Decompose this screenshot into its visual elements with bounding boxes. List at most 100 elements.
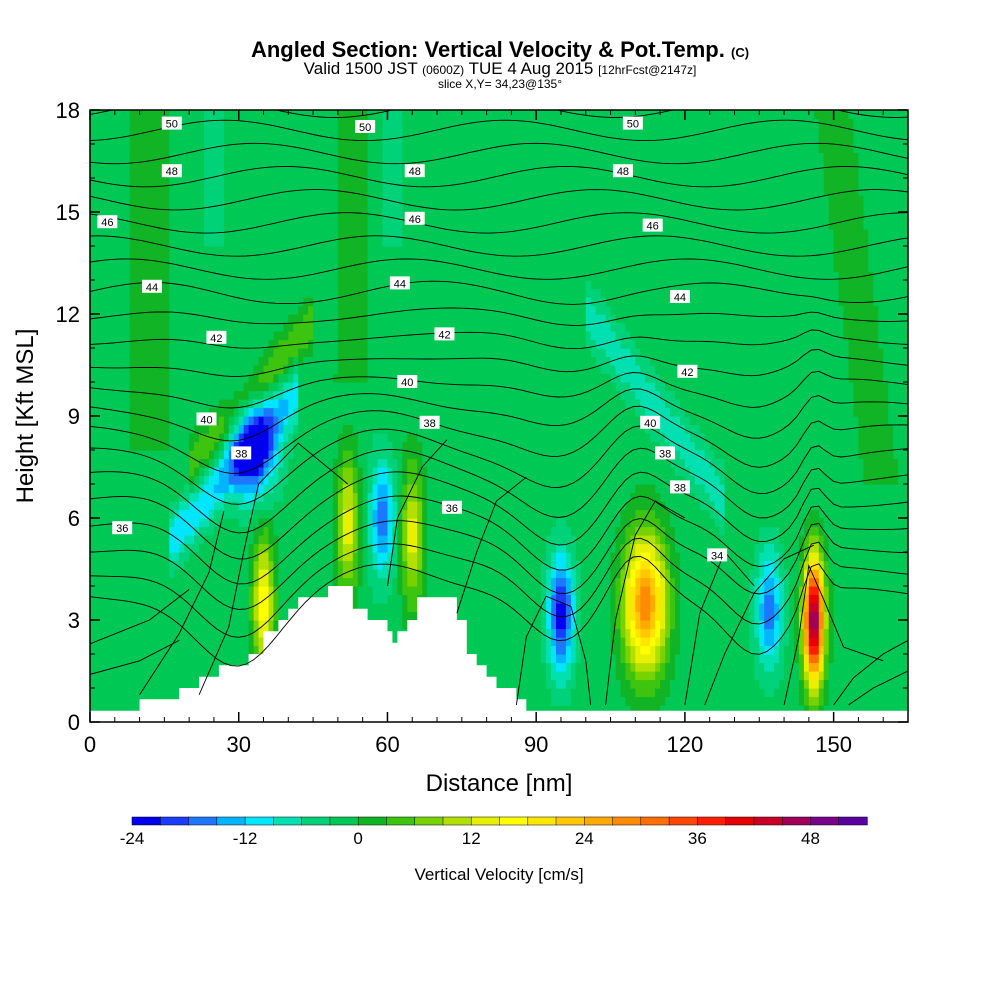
velocity-cell xyxy=(149,407,156,417)
velocity-cell xyxy=(99,144,106,154)
velocity-cell xyxy=(99,390,106,400)
velocity-cell xyxy=(283,611,289,621)
velocity-cell xyxy=(313,484,319,494)
velocity-cell xyxy=(293,127,299,137)
velocity-cell xyxy=(308,135,314,145)
velocity-cell xyxy=(238,501,245,511)
velocity-cell xyxy=(323,246,329,256)
velocity-cell xyxy=(308,577,314,587)
velocity-cell xyxy=(288,212,294,222)
velocity-cell xyxy=(308,161,314,171)
velocity-cell xyxy=(129,297,136,307)
velocity-cell xyxy=(159,433,165,443)
velocity-cell xyxy=(139,594,146,604)
velocity-cell xyxy=(213,152,220,162)
velocity-cell xyxy=(253,195,260,205)
velocity-cell xyxy=(248,611,255,621)
velocity-cell xyxy=(169,560,175,570)
velocity-cell xyxy=(407,603,413,613)
velocity-cell xyxy=(90,450,96,460)
velocity-cell xyxy=(412,399,418,409)
velocity-cell xyxy=(144,518,151,528)
velocity-cell xyxy=(427,135,433,145)
velocity-cell xyxy=(258,263,265,273)
velocity-cell xyxy=(154,535,160,545)
velocity-cell xyxy=(298,169,304,179)
velocity-cell xyxy=(179,441,185,451)
velocity-cell xyxy=(332,322,339,332)
velocity-cell xyxy=(204,110,210,120)
velocity-cell xyxy=(273,186,279,196)
velocity-cell xyxy=(184,118,190,128)
velocity-cell xyxy=(377,586,384,596)
velocity-cell xyxy=(95,518,101,528)
velocity-cell xyxy=(119,356,126,366)
velocity-cell xyxy=(184,135,190,145)
velocity-cell xyxy=(253,246,260,256)
velocity-cell xyxy=(263,348,270,358)
velocity-cell xyxy=(308,237,314,247)
velocity-cell xyxy=(199,518,205,528)
velocity-cell xyxy=(164,458,170,468)
velocity-cell xyxy=(223,424,230,434)
velocity-cell xyxy=(347,365,354,375)
velocity-cell xyxy=(303,399,309,409)
velocity-cell xyxy=(347,552,354,562)
velocity-cell xyxy=(392,373,398,383)
velocity-cell xyxy=(179,212,185,222)
velocity-cell xyxy=(347,237,354,247)
velocity-cell xyxy=(139,135,146,145)
velocity-cell xyxy=(154,569,160,579)
velocity-cell xyxy=(367,509,374,519)
velocity-cell xyxy=(223,518,230,528)
velocity-cell xyxy=(303,569,309,579)
velocity-cell xyxy=(218,263,225,273)
velocity-cell xyxy=(129,331,136,341)
velocity-cell xyxy=(273,433,279,443)
velocity-cell xyxy=(283,526,289,536)
velocity-cell xyxy=(248,280,255,290)
velocity-cell xyxy=(223,280,230,290)
velocity-cell xyxy=(407,484,413,494)
velocity-cell xyxy=(95,144,101,154)
velocity-cell xyxy=(104,705,111,715)
velocity-cell xyxy=(263,552,270,562)
velocity-cell xyxy=(367,339,374,349)
velocity-cell xyxy=(149,594,156,604)
velocity-cell xyxy=(332,297,339,307)
velocity-cell xyxy=(129,552,136,562)
velocity-cell xyxy=(243,654,250,664)
velocity-cell xyxy=(263,331,270,341)
velocity-cell xyxy=(298,118,304,128)
velocity-cell xyxy=(293,552,299,562)
velocity-cell xyxy=(258,237,265,247)
velocity-cell xyxy=(397,526,403,536)
velocity-cell xyxy=(129,679,136,689)
velocity-cell xyxy=(248,628,255,638)
velocity-cell xyxy=(367,424,374,434)
velocity-cell xyxy=(352,297,359,307)
velocity-cell xyxy=(169,594,175,604)
velocity-cell xyxy=(144,552,151,562)
velocity-cell xyxy=(318,535,324,545)
velocity-cell xyxy=(189,365,195,375)
velocity-cell xyxy=(174,263,180,273)
velocity-cell xyxy=(164,620,170,630)
velocity-cell xyxy=(228,186,235,196)
velocity-cell xyxy=(258,458,265,468)
velocity-cell xyxy=(119,390,126,400)
velocity-cell xyxy=(134,110,141,120)
velocity-cell xyxy=(258,331,265,341)
velocity-cell xyxy=(209,586,215,596)
velocity-cell xyxy=(169,458,175,468)
velocity-cell xyxy=(238,288,245,298)
velocity-cell xyxy=(129,424,136,434)
velocity-cell xyxy=(223,603,230,613)
velocity-cell xyxy=(412,535,418,545)
velocity-cell xyxy=(387,433,394,443)
velocity-cell xyxy=(283,271,289,281)
velocity-cell xyxy=(144,603,151,613)
velocity-cell xyxy=(318,152,324,162)
velocity-cell xyxy=(124,560,131,570)
velocity-cell xyxy=(149,356,156,366)
